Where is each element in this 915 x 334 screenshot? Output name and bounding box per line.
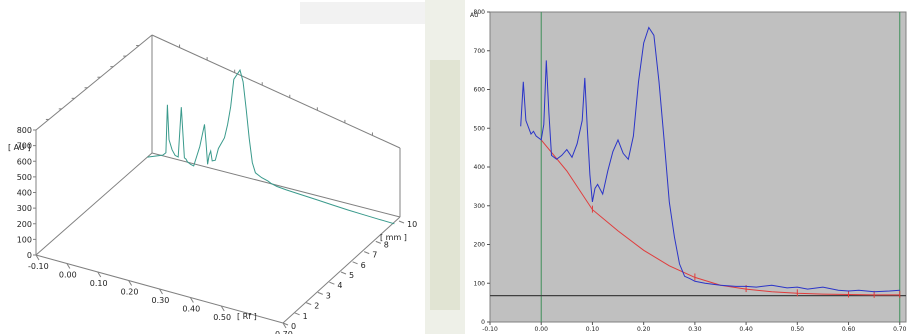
y-tick [398, 220, 405, 224]
z-tick-label: 700 [17, 142, 32, 151]
x-axis-label: [ Rf ] [237, 312, 257, 321]
z-tick-labels: 0 100 200 300 400 500 600 700 800 [17, 126, 32, 260]
y-tick-label: 0 [291, 322, 296, 331]
x-tick-label: 0.40 [182, 305, 200, 314]
background-smudge [300, 2, 450, 24]
z-tick-label: 800 [17, 126, 32, 135]
z-tick-label: 600 [17, 157, 32, 166]
y-tick-label: 300 [474, 203, 486, 210]
y-tick [282, 322, 289, 326]
box-frame [35, 34, 401, 324]
back-baseline [151, 152, 401, 218]
y-tick-label: 200 [474, 242, 486, 249]
plot-area [489, 11, 907, 323]
y-tick [364, 251, 370, 255]
x-tick-label: 0.10 [586, 326, 600, 333]
y-tick-label: 100 [474, 280, 486, 287]
y-tick-label: 700 [474, 48, 486, 55]
x-tick [282, 322, 287, 329]
z-tick-label: 400 [17, 189, 32, 198]
z-tick-label: 200 [17, 220, 32, 229]
x-tick [97, 271, 102, 278]
x-tick-label: 0.00 [59, 271, 77, 280]
x-tick [128, 280, 133, 286]
y-axis-label: AU [470, 12, 479, 19]
right-floor-edge [282, 216, 401, 324]
x-tick-label: -0.10 [28, 262, 49, 271]
x-tick [35, 254, 40, 261]
x-tick [159, 288, 163, 295]
y-tick-label: 1 [303, 312, 308, 321]
y-tick [352, 261, 358, 265]
x-tick-label: 0.70 [893, 326, 907, 333]
y-tick-marks [487, 11, 490, 323]
x-tick-label: 0.40 [739, 326, 753, 333]
x-tick-label: 0.50 [791, 326, 805, 333]
x-tick [189, 297, 194, 303]
series-curve-3d [147, 68, 395, 225]
y-tick-label: 3 [326, 291, 331, 300]
y-tick-label: 2 [314, 302, 319, 311]
y-tick-label: 500 [474, 125, 486, 132]
x-tick-label: 0.50 [213, 313, 231, 322]
y-tick-labels: 0 100 200 300 400 500 600 700 800 [474, 9, 486, 326]
x-tick-label: 0.30 [152, 296, 170, 305]
x-tick-label: 0.10 [90, 279, 108, 288]
x-tick-label: 0.70 [275, 330, 293, 334]
z-axis-label: [ AU ] [8, 143, 31, 152]
x-tick-marks [489, 322, 901, 325]
y-tick [294, 312, 300, 316]
x-tick-labels: -0.10 0.00 0.10 0.20 0.30 0.40 0.50 0.70 [28, 262, 293, 334]
z-tick-label: 0 [27, 251, 32, 260]
x-tick [220, 305, 225, 312]
x-tick-labels: -0.10 0.00 0.10 0.20 0.30 0.40 0.50 0.60 0.70 [482, 326, 906, 333]
left-floor-edge [35, 152, 153, 256]
y-tick-label: 600 [474, 87, 486, 94]
y-tick-label: 4 [337, 281, 342, 290]
y-tick-label: 400 [474, 164, 486, 171]
back-top-edge [151, 34, 401, 149]
y-tick-label: 800 [474, 9, 486, 16]
z-tick-label: 100 [17, 235, 32, 244]
x-tick [66, 263, 71, 269]
y-tick-label: 0 [481, 319, 485, 326]
y-axis-label: [ mm ] [380, 233, 407, 242]
y-tick [375, 240, 381, 244]
x-tick-label: 0.20 [121, 288, 139, 297]
x-tick-label: 0.20 [637, 326, 651, 333]
x-tick-label: 0.00 [535, 326, 549, 333]
x-tick-label: 0.30 [688, 326, 702, 333]
z-tick-label: 500 [17, 173, 32, 182]
y-tick-label: 8 [384, 240, 389, 249]
x-tick-label: -0.10 [482, 326, 498, 333]
background-texture [430, 60, 460, 310]
y-tick [306, 302, 312, 306]
y-tick [340, 271, 347, 275]
y-tick-label: 5 [349, 271, 354, 280]
x-tick-label: 0.60 [842, 326, 856, 333]
y-tick [329, 281, 335, 285]
z-tick-label: 300 [17, 204, 32, 213]
y-tick [317, 291, 323, 295]
chart-2d: 0 100 200 300 400 500 600 700 800 -0.10 0.00 0.10 0… [425, 0, 907, 334]
y-tick-label: 10 [407, 220, 417, 229]
y-tick-label: 7 [372, 251, 377, 260]
tick-marks [33, 44, 405, 329]
y-tick-label: 6 [361, 261, 366, 270]
left-top-edge [35, 34, 153, 131]
series-densitogram-blue [520, 26, 900, 293]
